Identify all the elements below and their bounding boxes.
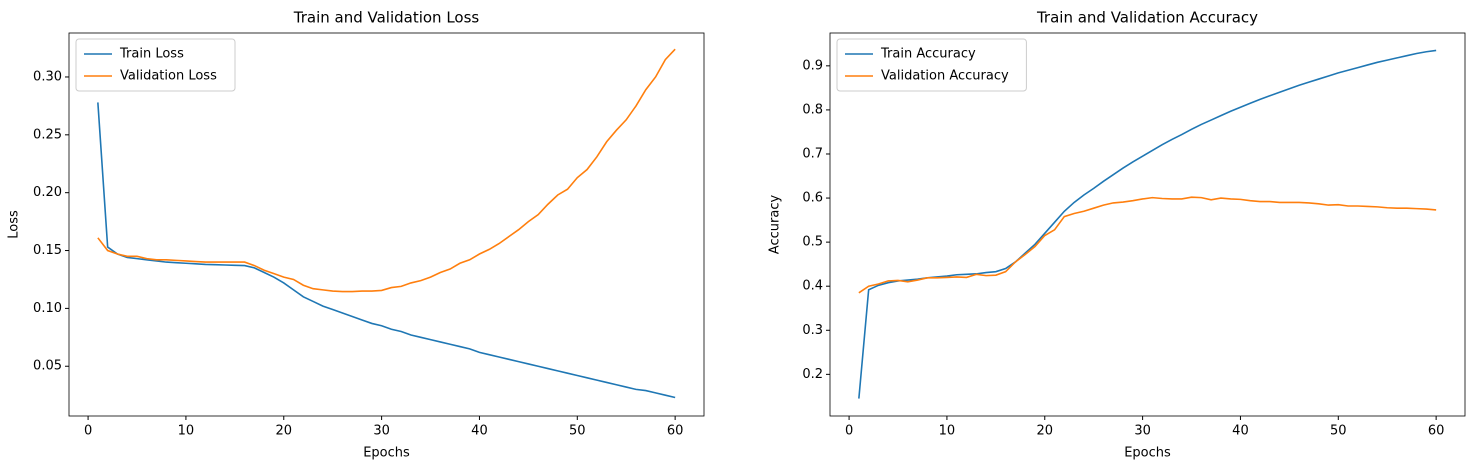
x-tick-label: 30	[373, 424, 390, 439]
x-tick-label: 20	[275, 424, 292, 439]
y-tick-label: 0.30	[33, 69, 62, 84]
legend-label: Validation Accuracy	[881, 69, 1009, 84]
y-tick-label: 0.9	[802, 58, 823, 73]
chart-title: Train and Validation Loss	[293, 9, 480, 27]
series-line	[97, 102, 676, 399]
y-tick-label: 0.6	[802, 191, 823, 206]
axes-frame	[829, 32, 1466, 417]
y-tick-label: 0.20	[33, 185, 62, 200]
axes-frame	[68, 32, 705, 417]
y-tick-label: 0.7	[802, 146, 823, 161]
x-tick-label: 20	[1036, 424, 1053, 439]
x-tick-label: 0	[845, 424, 853, 439]
x-tick-label: 50	[569, 424, 586, 439]
x-axis-label: Epochs	[1124, 446, 1171, 461]
series-line	[858, 49, 1437, 399]
series-line	[858, 196, 1437, 294]
y-tick-label: 0.15	[33, 243, 62, 258]
legend-label: Train Accuracy	[880, 47, 976, 62]
legend-label: Validation Loss	[120, 69, 217, 84]
legend: Train Loss Validation Loss	[75, 38, 236, 92]
y-axis-label: Loss	[7, 210, 22, 239]
x-tick-label: 30	[1134, 424, 1151, 439]
x-tick-label: 10	[939, 424, 956, 439]
legend-box	[75, 38, 236, 92]
y-tick-label: 0.05	[33, 359, 62, 374]
series-line	[97, 48, 676, 293]
x-tick-label: 50	[1330, 424, 1347, 439]
legend: Train Accuracy Validation Accuracy	[836, 38, 1027, 92]
x-tick-label: 40	[471, 424, 488, 439]
x-tick-label: 10	[178, 424, 195, 439]
y-tick-label: 0.2	[802, 367, 823, 382]
x-axis-label: Epochs	[363, 446, 410, 461]
y-tick-label: 0.10	[33, 301, 62, 316]
y-tick-label: 0.3	[802, 323, 823, 338]
y-tick-label: 0.8	[802, 102, 823, 117]
legend-box	[836, 38, 1027, 92]
chart-title: Train and Validation Accuracy	[1036, 9, 1258, 27]
x-tick-label: 60	[1428, 424, 1445, 439]
x-tick-label: 40	[1232, 424, 1249, 439]
y-axis-label: Accuracy	[768, 195, 783, 255]
x-tick-label: 0	[84, 424, 92, 439]
y-tick-label: 0.4	[802, 279, 823, 294]
legend-label: Train Loss	[119, 47, 184, 62]
y-tick-label: 0.5	[802, 235, 823, 250]
y-tick-label: 0.25	[33, 127, 62, 142]
x-tick-label: 60	[667, 424, 684, 439]
